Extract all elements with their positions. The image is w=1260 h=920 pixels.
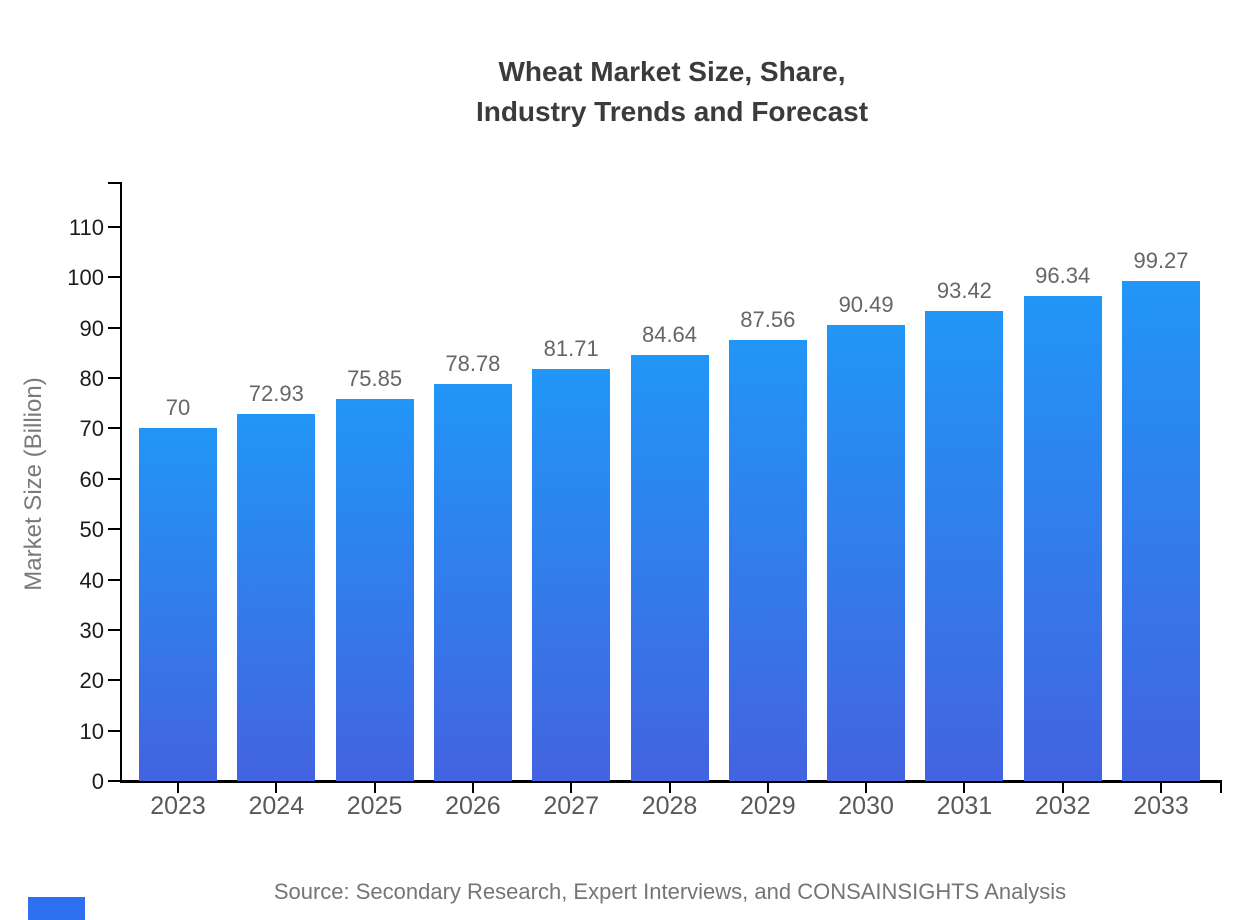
x-tick-label: 2028 xyxy=(641,792,698,820)
x-tick-mark xyxy=(471,781,474,793)
x-tick-label: 2027 xyxy=(543,792,599,820)
y-tick-mark xyxy=(108,578,120,581)
y-tick-label: 30 xyxy=(79,617,104,643)
bar-value-label: 72.93 xyxy=(248,380,304,406)
bar xyxy=(630,354,709,781)
y-tick-label: 90 xyxy=(79,315,104,341)
bar-value-label: 75.85 xyxy=(347,365,403,391)
y-tick-mark xyxy=(108,427,120,430)
y-tick-label: 0 xyxy=(91,769,104,794)
bar xyxy=(532,369,611,781)
x-tick-label: 2029 xyxy=(739,792,796,820)
bar-value-label: 81.71 xyxy=(543,336,599,362)
bar-value-label: 90.49 xyxy=(838,292,894,318)
y-tick-mark xyxy=(108,326,120,329)
bar-value-label: 84.64 xyxy=(641,321,698,347)
y-tick-label: 40 xyxy=(79,567,104,593)
y-tick-label: 70 xyxy=(79,416,104,442)
bar xyxy=(1023,295,1102,781)
bar-value-label: 93.42 xyxy=(936,277,992,303)
brand-logo-mark xyxy=(28,897,85,920)
y-axis-end-cap xyxy=(108,182,120,184)
y-tick-label: 110 xyxy=(68,215,104,240)
y-tick-label: 60 xyxy=(79,466,104,492)
y-tick-mark xyxy=(108,477,120,480)
x-tick-mark xyxy=(1160,781,1162,793)
bar xyxy=(237,413,316,781)
x-tick-label: 2030 xyxy=(838,792,894,820)
source-note: Source: Secondary Research, Expert Inter… xyxy=(273,879,1067,904)
x-tick-mark xyxy=(177,781,179,793)
bar xyxy=(139,428,217,781)
y-tick-mark xyxy=(108,628,120,631)
bar xyxy=(728,340,807,781)
y-tick-mark xyxy=(108,780,120,782)
bar-value-label: 78.78 xyxy=(445,351,501,377)
bar xyxy=(827,325,906,781)
y-tick-mark xyxy=(108,729,120,732)
y-tick-label: 20 xyxy=(79,668,104,694)
x-tick-mark xyxy=(373,781,376,793)
x-axis-line xyxy=(120,780,1222,783)
x-tick-mark xyxy=(963,781,966,793)
x-tick-label: 2025 xyxy=(346,792,403,820)
y-tick-label: 10 xyxy=(79,718,104,744)
y-tick-label: 100 xyxy=(67,265,104,291)
x-tick-label: 2032 xyxy=(1034,792,1091,820)
y-tick-mark xyxy=(108,377,120,380)
x-tick-mark xyxy=(668,781,671,793)
x-tick-mark xyxy=(275,781,278,793)
x-axis-end-cap xyxy=(1220,781,1222,793)
chart-title-line-1: Wheat Market Size, Share, xyxy=(498,56,846,87)
y-tick-label: 50 xyxy=(79,517,104,543)
bar xyxy=(925,310,1004,781)
bar-value-label: 96.34 xyxy=(1035,262,1091,288)
bar xyxy=(433,384,512,781)
y-tick-label: 80 xyxy=(79,366,104,392)
x-tick-label: 2026 xyxy=(445,792,501,820)
y-tick-mark xyxy=(108,226,120,228)
bar-value-label: 87.56 xyxy=(740,307,796,333)
x-tick-label: 2031 xyxy=(936,792,993,820)
bar xyxy=(1122,281,1200,781)
y-axis-line xyxy=(120,182,122,783)
bar-value-label: 99.27 xyxy=(1133,248,1189,274)
x-tick-mark xyxy=(1061,781,1064,793)
x-tick-mark xyxy=(766,781,769,793)
y-tick-mark xyxy=(108,679,120,682)
x-tick-mark xyxy=(865,781,868,793)
x-tick-label: 2033 xyxy=(1133,792,1189,820)
chart-title-line-2: Industry Trends and Forecast xyxy=(475,96,869,127)
chart-title: Wheat Market Size, Share, Industry Trend… xyxy=(172,52,1172,132)
x-tick-label: 2023 xyxy=(150,792,206,820)
bar xyxy=(335,398,414,781)
x-tick-label: 2024 xyxy=(248,792,305,820)
x-tick-mark xyxy=(570,781,573,793)
y-tick-mark xyxy=(108,276,120,279)
bar-value-label: 70 xyxy=(165,395,191,421)
y-tick-mark xyxy=(108,528,120,531)
